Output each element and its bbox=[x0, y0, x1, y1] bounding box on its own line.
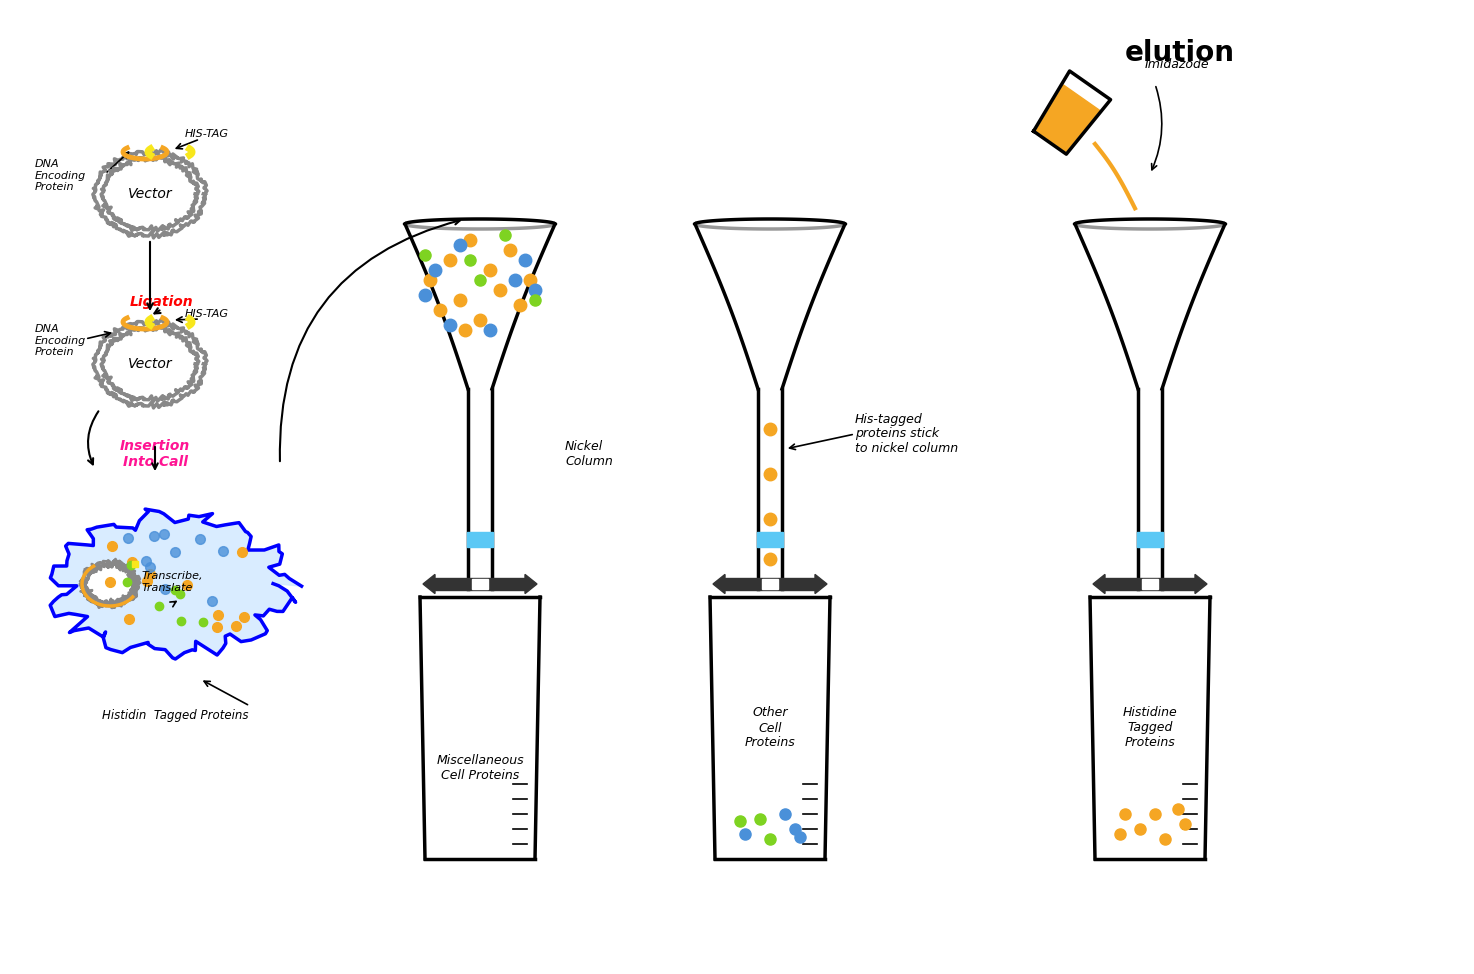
Polygon shape bbox=[758, 532, 783, 546]
Polygon shape bbox=[435, 578, 525, 590]
Text: Vector: Vector bbox=[128, 187, 172, 201]
Text: His-tagged
proteins stick
to nickel column: His-tagged proteins stick to nickel colu… bbox=[855, 413, 958, 456]
Polygon shape bbox=[93, 150, 206, 238]
Polygon shape bbox=[762, 580, 778, 589]
Text: Nickel
Column: Nickel Column bbox=[565, 440, 613, 468]
Polygon shape bbox=[80, 559, 140, 608]
Polygon shape bbox=[405, 219, 556, 389]
Text: HIS-TAG: HIS-TAG bbox=[186, 309, 228, 319]
Polygon shape bbox=[1106, 578, 1195, 590]
Polygon shape bbox=[1136, 532, 1163, 546]
Text: Insertion
Into Call: Insertion Into Call bbox=[119, 439, 190, 469]
Polygon shape bbox=[469, 389, 492, 589]
Text: Other
Cell
Proteins: Other Cell Proteins bbox=[744, 706, 796, 750]
Polygon shape bbox=[50, 509, 302, 659]
Polygon shape bbox=[1089, 597, 1210, 859]
Text: HIS-TAG: HIS-TAG bbox=[186, 129, 228, 139]
Text: Miscellaneous
Cell Proteins: Miscellaneous Cell Proteins bbox=[436, 754, 523, 782]
Polygon shape bbox=[423, 575, 435, 593]
Polygon shape bbox=[696, 219, 845, 389]
Polygon shape bbox=[467, 532, 492, 546]
Polygon shape bbox=[1138, 389, 1162, 589]
Text: Histidin  Tagged Proteins: Histidin Tagged Proteins bbox=[102, 709, 248, 722]
Text: elution: elution bbox=[1125, 39, 1235, 67]
Text: Imidazode: Imidazode bbox=[1145, 57, 1210, 70]
Polygon shape bbox=[1142, 580, 1159, 589]
Polygon shape bbox=[93, 319, 206, 408]
Text: DNA
Encoding
Protein: DNA Encoding Protein bbox=[35, 159, 87, 192]
Polygon shape bbox=[815, 575, 827, 593]
Polygon shape bbox=[1195, 575, 1207, 593]
Polygon shape bbox=[725, 578, 815, 590]
Polygon shape bbox=[710, 597, 830, 859]
Polygon shape bbox=[1094, 575, 1106, 593]
Polygon shape bbox=[1075, 219, 1225, 389]
Text: Vector: Vector bbox=[128, 357, 172, 371]
Polygon shape bbox=[525, 575, 537, 593]
Text: DNA
Encoding
Protein: DNA Encoding Protein bbox=[35, 324, 87, 357]
Polygon shape bbox=[420, 597, 539, 859]
Polygon shape bbox=[713, 575, 725, 593]
Polygon shape bbox=[1036, 85, 1100, 151]
Text: Transcribe,
Translate: Transcribe, Translate bbox=[142, 571, 203, 593]
Text: Histidine
Tagged
Proteins: Histidine Tagged Proteins bbox=[1123, 706, 1178, 750]
Text: Ligation: Ligation bbox=[130, 295, 193, 309]
Polygon shape bbox=[472, 580, 488, 589]
Polygon shape bbox=[758, 389, 783, 589]
